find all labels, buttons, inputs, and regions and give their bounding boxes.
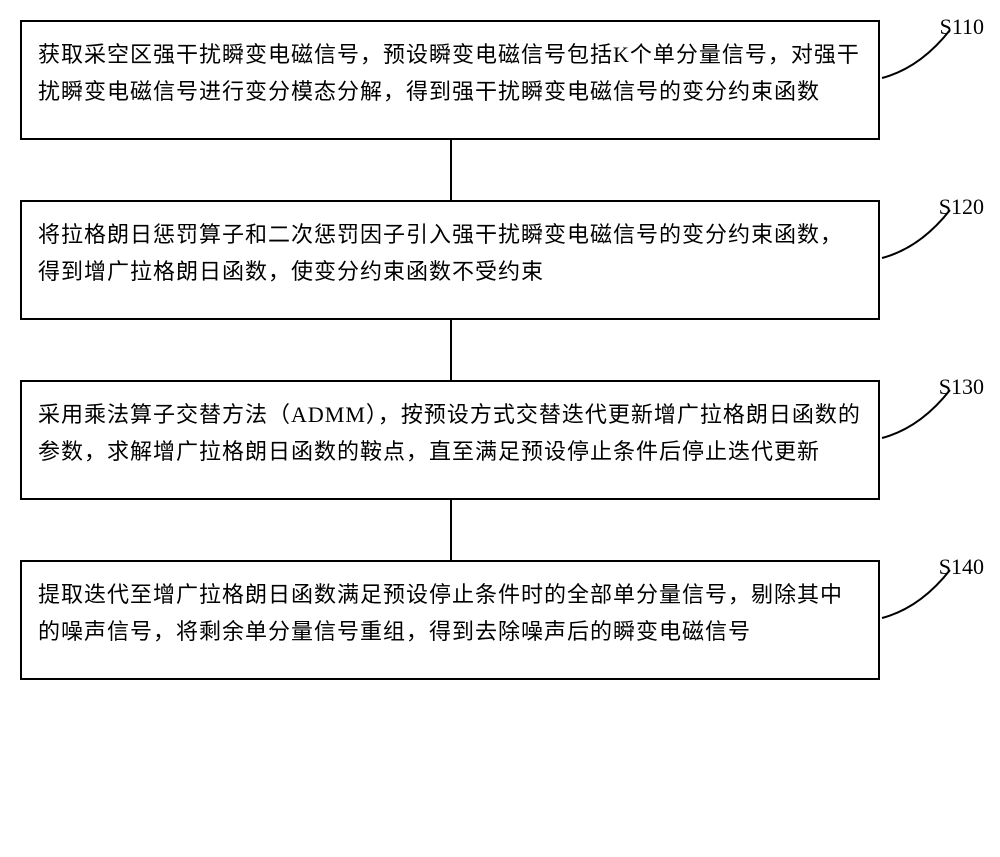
label-wrap: S120 xyxy=(880,200,980,260)
connector-wrap xyxy=(20,140,980,200)
label-wrap: S140 xyxy=(880,560,980,620)
step-label: S120 xyxy=(939,194,984,220)
step-text: 采用乘法算子交替方法（ADMM），按预设方式交替迭代更新增广拉格朗日函数的参数，… xyxy=(38,402,861,464)
step-box-s140: 提取迭代至增广拉格朗日函数满足预设停止条件时的全部单分量信号，剔除其中的噪声信号… xyxy=(20,560,880,680)
step-label: S140 xyxy=(939,554,984,580)
step-box-s110: 获取采空区强干扰瞬变电磁信号，预设瞬变电磁信号包括K个单分量信号，对强干扰瞬变电… xyxy=(20,20,880,140)
step-text: 提取迭代至增广拉格朗日函数满足预设停止条件时的全部单分量信号，剔除其中的噪声信号… xyxy=(38,582,843,644)
step-label: S110 xyxy=(940,14,984,40)
flowchart: 获取采空区强干扰瞬变电磁信号，预设瞬变电磁信号包括K个单分量信号，对强干扰瞬变电… xyxy=(20,20,980,680)
step-label: S130 xyxy=(939,374,984,400)
step-box-s130: 采用乘法算子交替方法（ADMM），按预设方式交替迭代更新增广拉格朗日函数的参数，… xyxy=(20,380,880,500)
step-text: 将拉格朗日惩罚算子和二次惩罚因子引入强干扰瞬变电磁信号的变分约束函数，得到增广拉… xyxy=(38,222,843,284)
step-row: 获取采空区强干扰瞬变电磁信号，预设瞬变电磁信号包括K个单分量信号，对强干扰瞬变电… xyxy=(20,20,980,140)
label-wrap: S130 xyxy=(880,380,980,440)
connector-line xyxy=(450,140,452,200)
connector-wrap xyxy=(20,320,980,380)
step-box-s120: 将拉格朗日惩罚算子和二次惩罚因子引入强干扰瞬变电磁信号的变分约束函数，得到增广拉… xyxy=(20,200,880,320)
step-row: 采用乘法算子交替方法（ADMM），按预设方式交替迭代更新增广拉格朗日函数的参数，… xyxy=(20,380,980,500)
label-wrap: S110 xyxy=(880,20,980,80)
connector-line xyxy=(450,500,452,560)
step-text: 获取采空区强干扰瞬变电磁信号，预设瞬变电磁信号包括K个单分量信号，对强干扰瞬变电… xyxy=(38,42,860,104)
connector-line xyxy=(450,320,452,380)
step-row: 将拉格朗日惩罚算子和二次惩罚因子引入强干扰瞬变电磁信号的变分约束函数，得到增广拉… xyxy=(20,200,980,320)
step-row: 提取迭代至增广拉格朗日函数满足预设停止条件时的全部单分量信号，剔除其中的噪声信号… xyxy=(20,560,980,680)
connector-wrap xyxy=(20,500,980,560)
